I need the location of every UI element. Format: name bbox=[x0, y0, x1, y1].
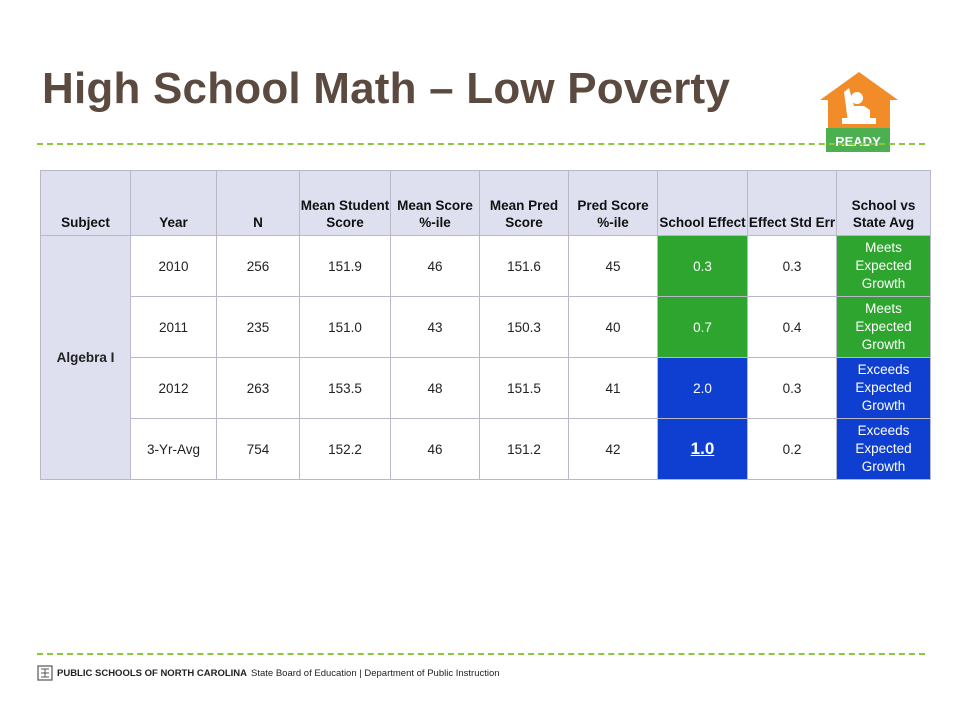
col-header-mean-student-score: Mean Student Score bbox=[299, 170, 391, 236]
year-cell: 2011 bbox=[130, 296, 217, 358]
mean-score-cell: 151.9 bbox=[299, 235, 391, 297]
bottom-divider bbox=[37, 653, 925, 655]
col-header-n: N bbox=[216, 170, 300, 236]
col-header-mean-score-pct: Mean Score %-ile bbox=[390, 170, 480, 236]
year-cell: 2012 bbox=[130, 357, 217, 419]
pred-score-cell: 151.6 bbox=[479, 235, 569, 297]
col-header-mean-pred-score: Mean Pred Score bbox=[479, 170, 569, 236]
ready-house-logo-icon: READY bbox=[820, 72, 898, 152]
footer-dept: State Board of Education | Department of… bbox=[251, 667, 500, 679]
pred-pct-cell: 42 bbox=[568, 418, 658, 480]
mean-score-cell: 153.5 bbox=[299, 357, 391, 419]
footer: PUBLIC SCHOOLS OF NORTH CAROLINA State B… bbox=[37, 664, 500, 682]
col-header-school-vs-state: School vs State Avg bbox=[836, 170, 931, 236]
mean-pct-cell: 48 bbox=[390, 357, 480, 419]
n-cell: 235 bbox=[216, 296, 300, 358]
table-row: 3-Yr-Avg 754 152.2 46 151.2 42 1.0 0.2 E… bbox=[41, 418, 931, 480]
growth-table: Subject Year N Mean Student Score Mean S… bbox=[40, 170, 931, 480]
status-cell: Meets Expected Growth bbox=[836, 235, 931, 297]
n-cell: 754 bbox=[216, 418, 300, 480]
status-cell: Meets Expected Growth bbox=[836, 296, 931, 358]
std-err-cell: 0.2 bbox=[747, 418, 837, 480]
mean-pct-cell: 43 bbox=[390, 296, 480, 358]
pred-pct-cell: 41 bbox=[568, 357, 658, 419]
header-row: Subject Year N Mean Student Score Mean S… bbox=[40, 170, 931, 236]
col-header-year: Year bbox=[130, 170, 217, 236]
table-row: 2012 263 153.5 48 151.5 41 2.0 0.3 Excee… bbox=[41, 357, 931, 419]
footer-org: PUBLIC SCHOOLS OF NORTH CAROLINA bbox=[57, 667, 247, 679]
year-cell: 3-Yr-Avg bbox=[130, 418, 217, 480]
mean-score-cell: 152.2 bbox=[299, 418, 391, 480]
effect-cell: 0.3 bbox=[657, 235, 748, 297]
nc-seal-icon bbox=[37, 665, 53, 681]
subject-cell: Algebra I bbox=[40, 235, 131, 480]
table-row: 2011 235 151.0 43 150.3 40 0.7 0.4 Meets… bbox=[41, 296, 931, 358]
mean-score-cell: 151.0 bbox=[299, 296, 391, 358]
status-cell: Exceeds Expected Growth bbox=[836, 418, 931, 480]
std-err-cell: 0.3 bbox=[747, 235, 837, 297]
n-cell: 256 bbox=[216, 235, 300, 297]
year-cell: 2010 bbox=[130, 235, 217, 297]
effect-cell-avg: 1.0 bbox=[657, 418, 748, 480]
n-cell: 263 bbox=[216, 357, 300, 419]
effect-value: 1.0 bbox=[690, 439, 715, 458]
mean-pct-cell: 46 bbox=[390, 235, 480, 297]
effect-cell: 0.7 bbox=[657, 296, 748, 358]
pred-pct-cell: 45 bbox=[568, 235, 658, 297]
pred-score-cell: 151.5 bbox=[479, 357, 569, 419]
effect-cell: 2.0 bbox=[657, 357, 748, 419]
logo-text: READY bbox=[835, 134, 881, 149]
status-cell: Exceeds Expected Growth bbox=[836, 357, 931, 419]
pred-score-cell: 151.2 bbox=[479, 418, 569, 480]
std-err-cell: 0.3 bbox=[747, 357, 837, 419]
top-divider bbox=[37, 143, 925, 145]
table-row: Algebra I 2010 256 151.9 46 151.6 45 0.3… bbox=[40, 235, 931, 480]
col-header-subject: Subject bbox=[40, 170, 131, 236]
col-header-effect-std-err: Effect Std Err bbox=[747, 170, 837, 236]
col-header-pred-score-pct: Pred Score %-ile bbox=[568, 170, 658, 236]
pred-pct-cell: 40 bbox=[568, 296, 658, 358]
std-err-cell: 0.4 bbox=[747, 296, 837, 358]
mean-pct-cell: 46 bbox=[390, 418, 480, 480]
col-header-school-effect: School Effect bbox=[657, 170, 748, 236]
slide-title: High School Math – Low Poverty bbox=[42, 64, 731, 113]
pred-score-cell: 150.3 bbox=[479, 296, 569, 358]
